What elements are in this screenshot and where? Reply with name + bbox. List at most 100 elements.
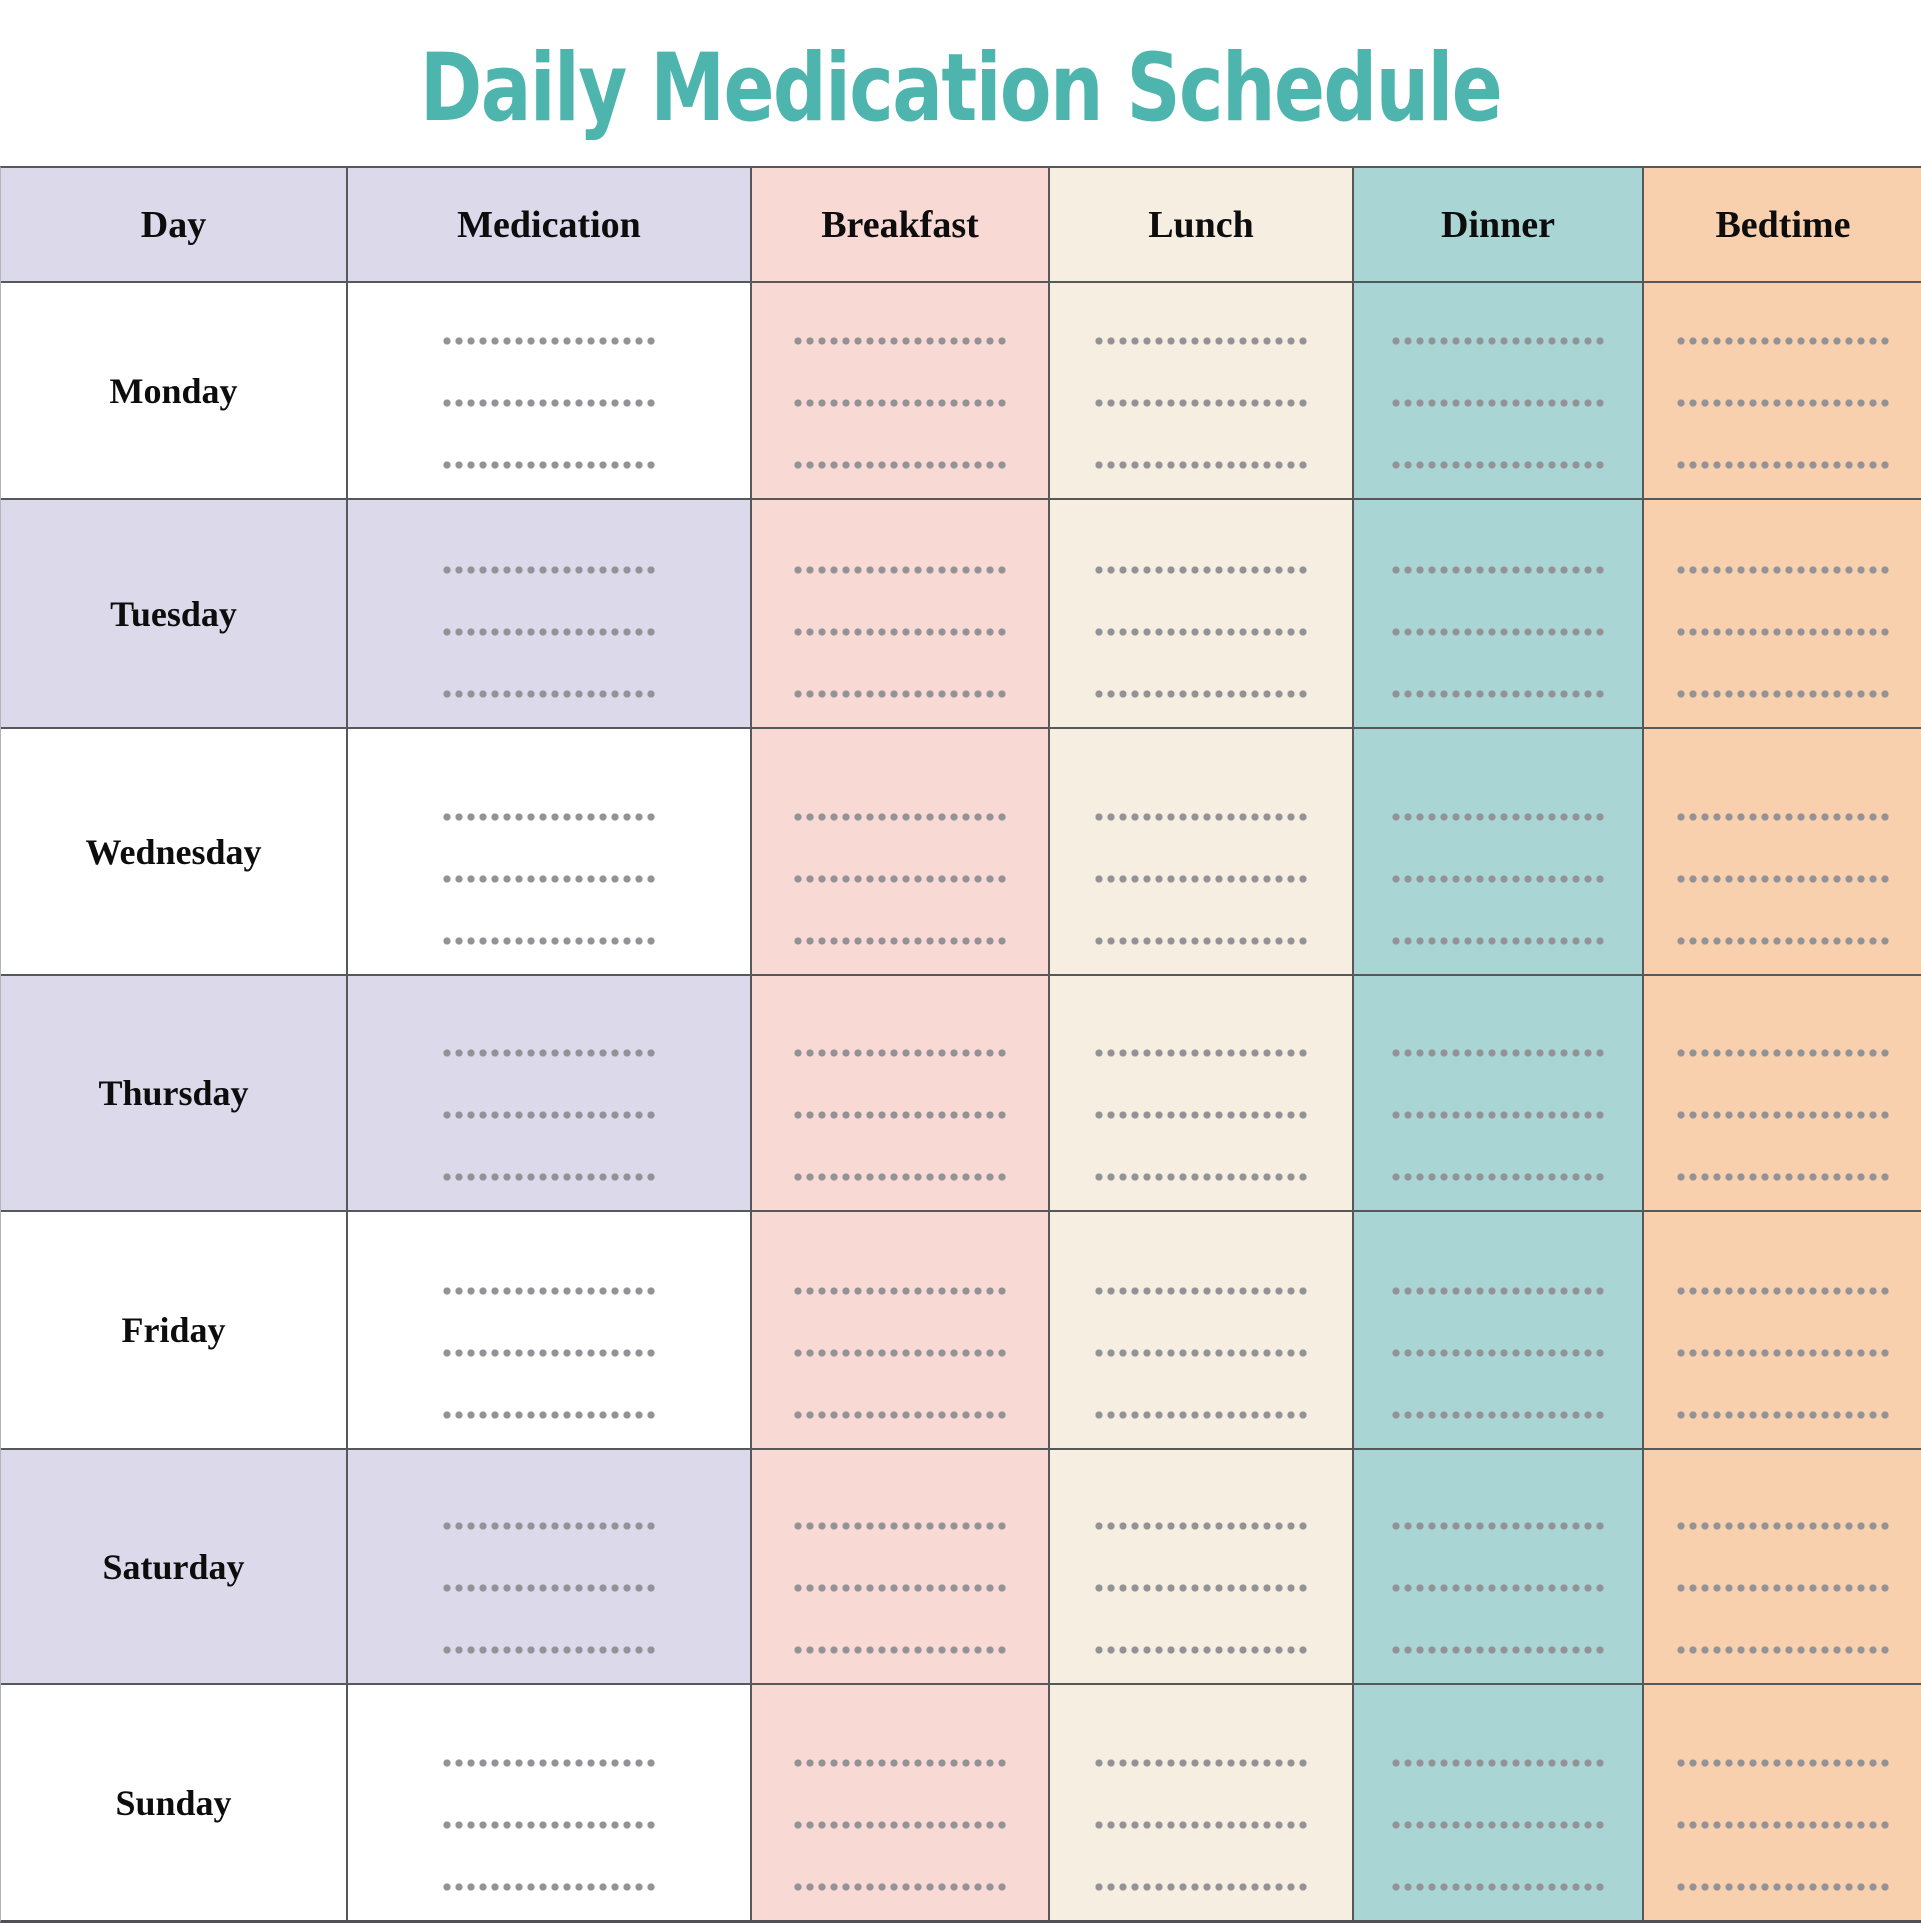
saturday-medication-cell — [346, 1450, 750, 1685]
dotted-write-in-line — [1390, 1173, 1606, 1181]
day-label: Sunday — [115, 1782, 232, 1823]
day-label: Wednesday — [85, 831, 262, 872]
dotted-write-in-line — [1093, 1111, 1309, 1119]
dotted-write-in-line — [441, 875, 657, 883]
saturday-dinner-cell — [1352, 1450, 1642, 1685]
dotted-write-in-line — [1390, 813, 1606, 821]
dotted-write-in-line — [1675, 399, 1891, 407]
sunday-lunch-cell — [1048, 1685, 1352, 1920]
tuesday-lunch-cell — [1048, 500, 1352, 729]
dotted-write-in-line — [1390, 1522, 1606, 1530]
dotted-write-in-line — [1390, 1287, 1606, 1295]
dotted-write-in-line — [441, 1173, 657, 1181]
dotted-write-in-line — [792, 937, 1008, 945]
dotted-write-in-line — [1093, 690, 1309, 698]
wednesday-day-cell: Wednesday — [1, 729, 346, 976]
dotted-write-in-line — [792, 1049, 1008, 1057]
dotted-write-in-line — [441, 628, 657, 636]
sunday-bedtime-cell — [1642, 1685, 1921, 1920]
dotted-write-in-line — [1093, 1584, 1309, 1592]
dotted-write-in-line — [441, 1646, 657, 1654]
dotted-write-in-line — [792, 566, 1008, 574]
schedule-table: Day Medication Breakfast Lunch Dinner Be… — [0, 166, 1921, 1923]
dotted-write-in-line — [1675, 337, 1891, 345]
dotted-write-in-line — [1093, 1821, 1309, 1829]
saturday-bedtime-cell — [1642, 1450, 1921, 1685]
wednesday-dinner-cell — [1352, 729, 1642, 976]
dotted-write-in-line — [1675, 1522, 1891, 1530]
day-label: Tuesday — [110, 593, 237, 634]
dotted-write-in-line — [1390, 1111, 1606, 1119]
sunday-day-cell: Sunday — [1, 1685, 346, 1920]
saturday-breakfast-cell — [750, 1450, 1048, 1685]
dotted-write-in-line — [441, 937, 657, 945]
dotted-write-in-line — [1390, 566, 1606, 574]
dotted-write-in-line — [792, 337, 1008, 345]
dotted-write-in-line — [1390, 1821, 1606, 1829]
wednesday-breakfast-cell — [750, 729, 1048, 976]
dotted-write-in-line — [1675, 628, 1891, 636]
dotted-write-in-line — [1390, 337, 1606, 345]
dotted-write-in-line — [1093, 628, 1309, 636]
dotted-write-in-line — [1390, 399, 1606, 407]
dotted-write-in-line — [1675, 1111, 1891, 1119]
dotted-write-in-line — [792, 1883, 1008, 1891]
dotted-write-in-line — [1390, 1883, 1606, 1891]
monday-bedtime-cell — [1642, 283, 1921, 500]
friday-day-cell: Friday — [1, 1212, 346, 1450]
friday-breakfast-cell — [750, 1212, 1048, 1450]
tuesday-breakfast-cell — [750, 500, 1048, 729]
thursday-medication-cell — [346, 976, 750, 1212]
sunday-dinner-cell — [1352, 1685, 1642, 1920]
dotted-write-in-line — [441, 1411, 657, 1419]
dotted-write-in-line — [441, 337, 657, 345]
dotted-write-in-line — [792, 1646, 1008, 1654]
dotted-write-in-line — [1390, 937, 1606, 945]
dotted-write-in-line — [441, 1883, 657, 1891]
dotted-write-in-line — [792, 1111, 1008, 1119]
dotted-write-in-line — [792, 690, 1008, 698]
dotted-write-in-line — [1093, 937, 1309, 945]
dotted-write-in-line — [792, 1522, 1008, 1530]
dotted-write-in-line — [792, 1411, 1008, 1419]
dotted-write-in-line — [1093, 337, 1309, 345]
dotted-write-in-line — [1675, 1646, 1891, 1654]
header-cell-medication: Medication — [346, 168, 750, 283]
dotted-write-in-line — [1390, 1759, 1606, 1767]
thursday-lunch-cell — [1048, 976, 1352, 1212]
dotted-write-in-line — [1093, 1883, 1309, 1891]
dotted-write-in-line — [441, 1049, 657, 1057]
friday-dinner-cell — [1352, 1212, 1642, 1450]
thursday-breakfast-cell — [750, 976, 1048, 1212]
thursday-dinner-cell — [1352, 976, 1642, 1212]
dotted-write-in-line — [1675, 937, 1891, 945]
dotted-write-in-line — [1093, 1173, 1309, 1181]
dotted-write-in-line — [1093, 1522, 1309, 1530]
dotted-write-in-line — [441, 690, 657, 698]
dotted-write-in-line — [441, 1584, 657, 1592]
dotted-write-in-line — [1675, 566, 1891, 574]
dotted-write-in-line — [1093, 813, 1309, 821]
page-title: Daily Medication Schedule — [419, 34, 1503, 143]
dotted-write-in-line — [1675, 1821, 1891, 1829]
dotted-write-in-line — [441, 1522, 657, 1530]
friday-medication-cell — [346, 1212, 750, 1450]
dotted-write-in-line — [441, 1287, 657, 1295]
saturday-day-cell: Saturday — [1, 1450, 346, 1685]
dotted-write-in-line — [1093, 1049, 1309, 1057]
tuesday-bedtime-cell — [1642, 500, 1921, 729]
dotted-write-in-line — [1093, 1287, 1309, 1295]
friday-lunch-cell — [1048, 1212, 1352, 1450]
dotted-write-in-line — [1093, 1411, 1309, 1419]
day-label: Friday — [121, 1310, 226, 1350]
dotted-write-in-line — [1675, 1173, 1891, 1181]
dotted-write-in-line — [1390, 1411, 1606, 1419]
dotted-write-in-line — [1390, 1646, 1606, 1654]
dotted-write-in-line — [441, 1821, 657, 1829]
dotted-write-in-line — [1675, 1049, 1891, 1057]
day-label: Saturday — [102, 1546, 245, 1587]
dotted-write-in-line — [1093, 399, 1309, 407]
dotted-write-in-line — [1390, 628, 1606, 636]
dotted-write-in-line — [441, 461, 657, 469]
